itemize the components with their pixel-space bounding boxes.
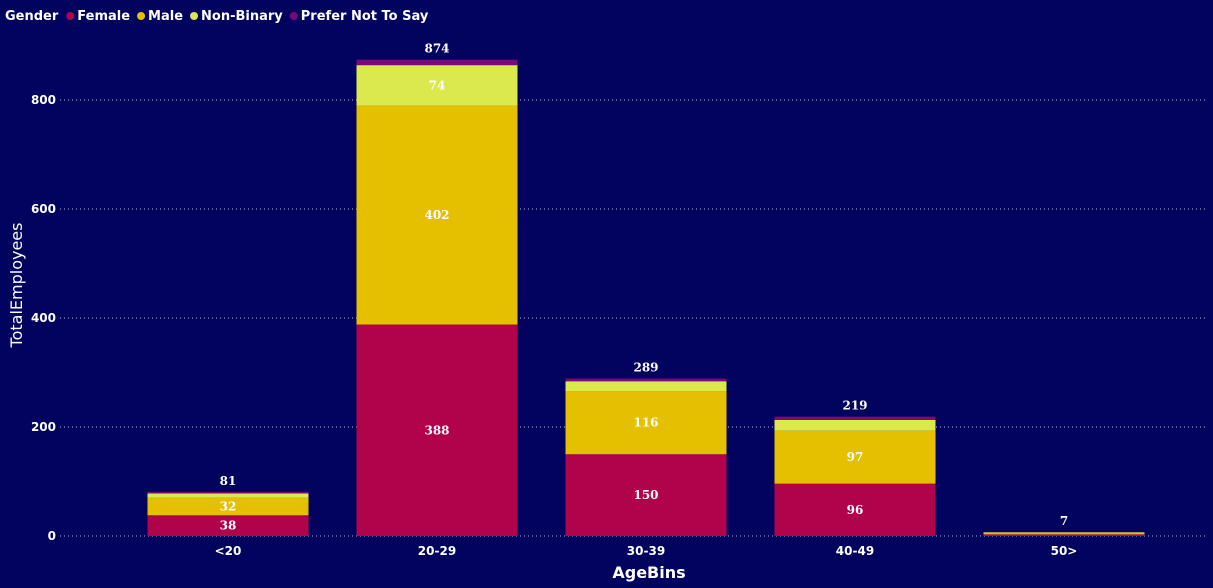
total-label-1: 874 (424, 42, 449, 56)
total-label-2: 289 (633, 360, 658, 374)
data-label-1-0: 388 (424, 423, 449, 437)
bar-2-0 (565, 454, 727, 536)
y-axis-title: TotalEmployees (7, 223, 26, 349)
bar-3-0 (774, 483, 936, 536)
bar-1-0 (356, 324, 518, 536)
bar-4-1 (983, 532, 1145, 535)
x-tick-label-0: <20 (215, 544, 242, 558)
data-label-2-0: 150 (633, 488, 658, 502)
legend-item-1: Male (148, 9, 183, 24)
bar-3-3 (774, 416, 936, 420)
bar-0-1 (147, 497, 309, 516)
data-label-1-1: 402 (424, 208, 449, 222)
legend-item-2: Non-Binary (201, 9, 283, 24)
y-tick-label-2: 400 (31, 311, 56, 325)
bar-1-1 (356, 105, 518, 325)
y-tick-label-0: 0 (48, 529, 56, 543)
data-label-1-2: 74 (429, 78, 446, 92)
bar-3-1 (774, 430, 936, 484)
x-axis-ticks: <20 20-29 30-39 40-49 50> (215, 544, 1078, 558)
legend-marker-0 (66, 12, 75, 20)
bar-4-2 (983, 532, 1145, 533)
legend-marker-1 (137, 12, 146, 20)
bar-2-3 (565, 378, 727, 382)
bar-0-2 (147, 493, 309, 498)
bar-2-2 (565, 381, 727, 392)
x-tick-label-2: 30-39 (627, 544, 665, 558)
data-label-3-1: 97 (847, 450, 864, 464)
bar-1-3 (356, 59, 518, 66)
bar-2-1 (565, 391, 727, 455)
y-tick-label-1: 200 (31, 420, 56, 434)
y-tick-label-3: 600 (31, 202, 56, 216)
legend: Gender Female Male Non-Binary Prefer Not To … (5, 9, 429, 24)
bar-3-2 (774, 419, 936, 431)
legend-marker-3 (289, 12, 298, 20)
bar-4-0 (983, 534, 1145, 536)
legend-title: Gender (5, 9, 59, 24)
bars: 38 32 81 388 402 74 874 150 116 289 96 97 219 7 (147, 42, 1145, 536)
data-label-0-0: 38 (220, 519, 237, 533)
legend-marker-2 (190, 12, 199, 20)
data-label-2-1: 116 (633, 416, 658, 430)
bar-0-3 (147, 491, 309, 494)
total-label-4: 7 (1060, 514, 1068, 528)
total-label-0: 81 (220, 474, 237, 488)
x-axis-title: AgeBins (612, 563, 685, 582)
bar-1-2 (356, 65, 518, 106)
data-label-3-0: 96 (847, 503, 864, 517)
total-label-3: 219 (842, 399, 867, 413)
y-axis-ticks: 0 200 400 600 800 (31, 93, 56, 543)
y-tick-label-4: 800 (31, 93, 56, 107)
x-tick-label-4: 50> (1051, 544, 1078, 558)
x-tick-label-3: 40-49 (836, 544, 874, 558)
data-label-0-1: 32 (220, 500, 237, 514)
bar-0-0 (147, 515, 309, 536)
legend-item-0: Female (77, 9, 130, 24)
x-tick-label-1: 20-29 (418, 544, 456, 558)
legend-item-3: Prefer Not To Say (301, 9, 429, 24)
